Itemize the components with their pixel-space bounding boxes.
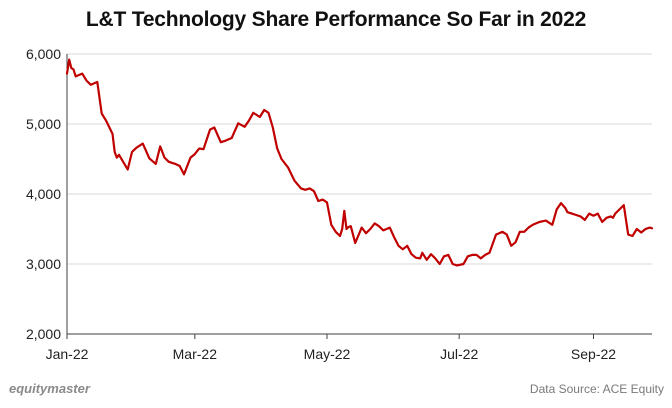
x-tick-label: Mar-22: [173, 346, 218, 362]
x-tick-label: May-22: [304, 346, 351, 362]
y-tick-label: 3,000: [26, 256, 61, 272]
x-tick-label: Jul-22: [440, 346, 478, 362]
y-tick-labels: 2,000 3,000 4,000 5,000 6,000: [26, 46, 61, 342]
y-tick-label: 5,000: [26, 116, 61, 132]
data-source-note: Data Source: ACE Equity: [529, 382, 664, 396]
y-tick-label: 4,000: [26, 186, 61, 202]
brand-logo: equitymaster: [9, 381, 90, 396]
series-line: [65, 58, 654, 267]
series-layer: [65, 58, 654, 267]
x-tick-labels: Jan-22 Mar-22 May-22 Jul-22 Sep-22: [46, 346, 617, 362]
axes: [66, 54, 652, 339]
y-tick-label: 6,000: [26, 46, 61, 62]
chart-title: L&T Technology Share Performance So Far …: [85, 8, 587, 31]
gridlines: [67, 53, 652, 265]
x-tick-label: Sep-22: [571, 346, 616, 362]
y-tick-label: 2,000: [26, 326, 61, 342]
x-tick-label: Jan-22: [46, 346, 89, 362]
